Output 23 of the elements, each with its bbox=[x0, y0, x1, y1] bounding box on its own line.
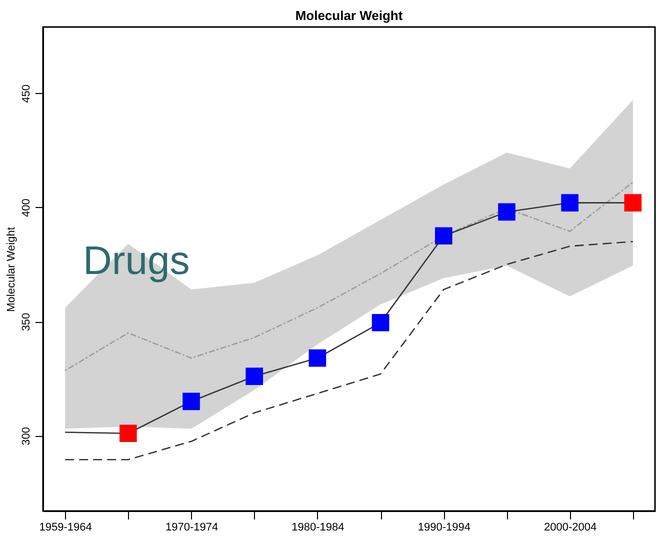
point bbox=[308, 349, 326, 367]
y-tick-label: 300 bbox=[20, 426, 32, 446]
point bbox=[561, 194, 578, 212]
point bbox=[498, 203, 516, 221]
chart-title: Molecular Weight bbox=[295, 8, 404, 23]
point bbox=[182, 392, 200, 410]
x-tick-label: 2000-2004 bbox=[544, 522, 597, 534]
point bbox=[246, 368, 264, 385]
y-axis-title: Molecular Weight bbox=[6, 227, 18, 312]
y-tick-label: 450 bbox=[20, 84, 32, 103]
point bbox=[434, 227, 452, 245]
x-tick-label: 1990-1994 bbox=[418, 522, 470, 534]
point bbox=[372, 314, 390, 332]
y-tick-label: 350 bbox=[20, 312, 32, 332]
x-tick-label: 1980-1984 bbox=[292, 522, 344, 534]
annotation: Drugs bbox=[83, 239, 190, 283]
x-tick-label: 1970-1974 bbox=[165, 522, 218, 534]
point bbox=[624, 194, 642, 212]
line-series bbox=[64, 240, 634, 460]
line-series bbox=[64, 182, 634, 372]
y-tick-label: 400 bbox=[20, 198, 32, 218]
point bbox=[120, 424, 137, 442]
x-tick-label: 1959-1964 bbox=[39, 522, 92, 534]
